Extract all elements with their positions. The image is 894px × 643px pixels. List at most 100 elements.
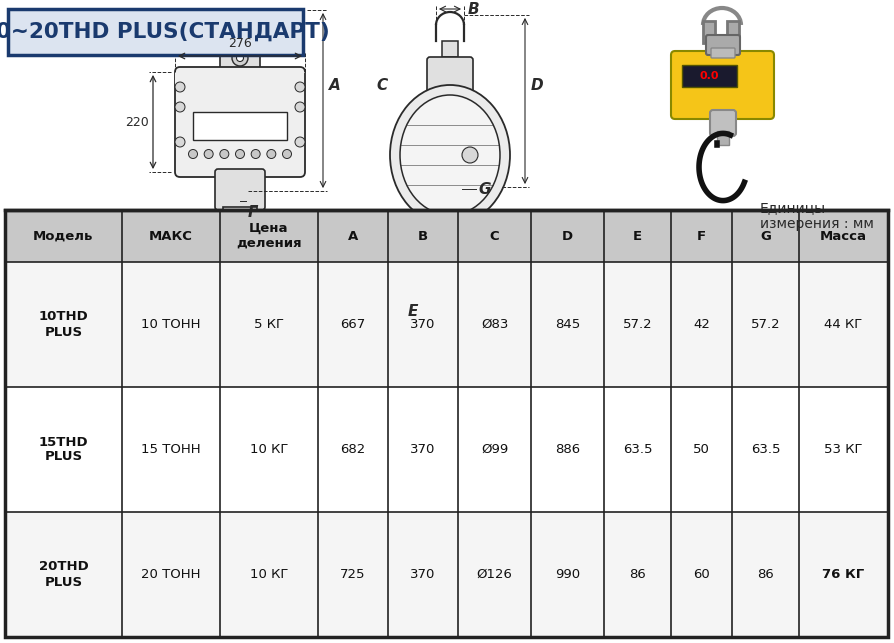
Circle shape bbox=[175, 137, 185, 147]
Bar bbox=[5, 512, 888, 637]
Text: D: D bbox=[531, 78, 544, 93]
Text: 53 КГ: 53 КГ bbox=[824, 443, 863, 456]
Text: 370: 370 bbox=[410, 568, 436, 581]
Text: 60: 60 bbox=[693, 568, 710, 581]
Circle shape bbox=[232, 50, 248, 66]
Circle shape bbox=[175, 82, 185, 92]
Text: 5 КГ: 5 КГ bbox=[254, 318, 284, 331]
FancyBboxPatch shape bbox=[710, 110, 736, 136]
Text: Ø83: Ø83 bbox=[481, 318, 509, 331]
Text: 57.2: 57.2 bbox=[623, 318, 653, 331]
FancyBboxPatch shape bbox=[220, 41, 260, 70]
Text: B: B bbox=[468, 1, 479, 17]
Circle shape bbox=[175, 102, 185, 112]
FancyBboxPatch shape bbox=[8, 9, 303, 55]
Text: B: B bbox=[418, 230, 428, 242]
Text: 20 ТОНН: 20 ТОНН bbox=[141, 568, 200, 581]
Bar bbox=[5, 262, 888, 387]
Circle shape bbox=[295, 82, 305, 92]
Bar bbox=[717, 131, 729, 145]
Text: 370: 370 bbox=[410, 443, 436, 456]
FancyBboxPatch shape bbox=[428, 216, 472, 274]
Bar bbox=[727, 21, 739, 43]
Text: 10~20THD PLUS(СТАНДАРТ): 10~20THD PLUS(СТАНДАРТ) bbox=[0, 22, 330, 42]
Text: 86: 86 bbox=[757, 568, 774, 581]
Polygon shape bbox=[175, 72, 189, 86]
Text: 667: 667 bbox=[341, 318, 366, 331]
Text: C: C bbox=[376, 78, 388, 93]
Polygon shape bbox=[223, 262, 257, 302]
Bar bbox=[223, 207, 257, 262]
FancyBboxPatch shape bbox=[215, 169, 265, 210]
Text: Ø99: Ø99 bbox=[481, 443, 509, 456]
Text: Цена
деления: Цена деления bbox=[236, 222, 302, 250]
Text: G: G bbox=[760, 230, 771, 242]
Text: 886: 886 bbox=[555, 443, 580, 456]
Text: Ø126: Ø126 bbox=[477, 568, 512, 581]
Text: D: D bbox=[562, 230, 573, 242]
Text: 10 КГ: 10 КГ bbox=[249, 443, 288, 456]
Circle shape bbox=[235, 150, 244, 159]
FancyBboxPatch shape bbox=[175, 67, 305, 177]
Text: 10 КГ: 10 КГ bbox=[249, 568, 288, 581]
Text: C: C bbox=[490, 230, 500, 242]
Text: Масса: Масса bbox=[820, 230, 867, 242]
Circle shape bbox=[220, 150, 229, 159]
Text: A: A bbox=[348, 230, 358, 242]
Text: 990: 990 bbox=[555, 568, 580, 581]
FancyBboxPatch shape bbox=[706, 35, 740, 55]
Text: 63.5: 63.5 bbox=[751, 443, 780, 456]
Circle shape bbox=[204, 150, 213, 159]
Text: 15THD
PLUS: 15THD PLUS bbox=[38, 435, 89, 464]
Text: 845: 845 bbox=[555, 318, 580, 331]
Circle shape bbox=[237, 55, 243, 62]
Polygon shape bbox=[291, 72, 305, 86]
Text: Единицы
измерения : мм: Единицы измерения : мм bbox=[760, 201, 873, 231]
Circle shape bbox=[266, 150, 276, 159]
Bar bbox=[442, 41, 458, 57]
Text: G: G bbox=[478, 181, 491, 197]
Text: 10THD
PLUS: 10THD PLUS bbox=[38, 311, 89, 338]
Ellipse shape bbox=[390, 85, 510, 225]
Text: МАКС: МАКС bbox=[149, 230, 193, 242]
Text: 682: 682 bbox=[341, 443, 366, 456]
Text: 76 КГ: 76 КГ bbox=[822, 568, 864, 581]
Text: E: E bbox=[408, 305, 418, 320]
Bar bbox=[236, 28, 244, 40]
Circle shape bbox=[295, 102, 305, 112]
Text: 86: 86 bbox=[629, 568, 646, 581]
Bar bbox=[5, 210, 888, 637]
Circle shape bbox=[228, 222, 252, 246]
Bar bbox=[682, 65, 737, 87]
Text: 370: 370 bbox=[410, 318, 436, 331]
Text: 63.5: 63.5 bbox=[623, 443, 653, 456]
Text: 725: 725 bbox=[341, 568, 366, 581]
Circle shape bbox=[189, 150, 198, 159]
Text: 220: 220 bbox=[125, 116, 149, 129]
Text: 10 ТОНН: 10 ТОНН bbox=[141, 318, 200, 331]
Text: 44 КГ: 44 КГ bbox=[824, 318, 863, 331]
Bar bbox=[5, 387, 888, 512]
Text: 0.0: 0.0 bbox=[699, 71, 719, 81]
Circle shape bbox=[283, 150, 291, 159]
Text: 15 ТОНН: 15 ТОНН bbox=[141, 443, 200, 456]
Text: 20THD
PLUS: 20THD PLUS bbox=[38, 561, 89, 588]
Text: 42: 42 bbox=[693, 318, 710, 331]
Circle shape bbox=[234, 228, 246, 240]
Text: A: A bbox=[329, 78, 341, 93]
Bar bbox=[234, 302, 246, 314]
Text: E: E bbox=[633, 230, 642, 242]
Bar bbox=[193, 112, 287, 140]
Ellipse shape bbox=[400, 95, 500, 215]
Circle shape bbox=[295, 137, 305, 147]
Text: 276: 276 bbox=[228, 37, 252, 50]
Bar bbox=[5, 210, 888, 262]
Circle shape bbox=[462, 147, 478, 163]
Bar bbox=[703, 21, 715, 43]
Text: 57.2: 57.2 bbox=[751, 318, 780, 331]
FancyBboxPatch shape bbox=[711, 48, 735, 58]
Circle shape bbox=[251, 150, 260, 159]
Text: F: F bbox=[248, 205, 258, 220]
FancyBboxPatch shape bbox=[427, 57, 473, 93]
Text: Модель: Модель bbox=[33, 230, 94, 242]
